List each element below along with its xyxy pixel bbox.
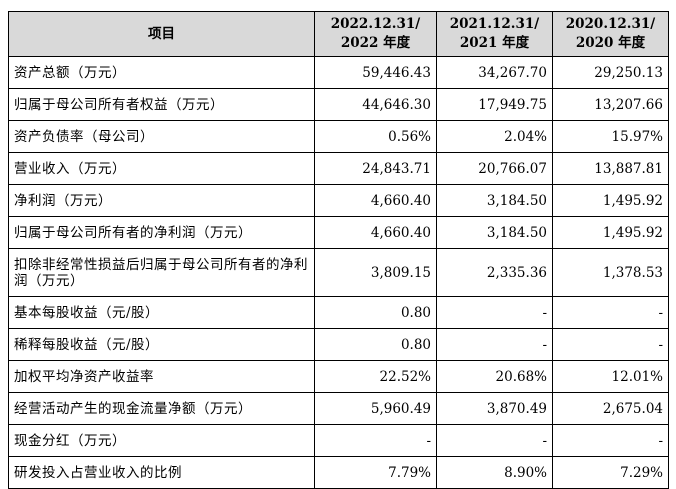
cell-2020: - [552,328,669,361]
cell-2021: 3,870.49 [436,392,553,425]
table-row: 稀释每股收益（元/股） 0.80 - - [8,328,669,361]
cell-2020: 29,250.13 [552,56,669,89]
table-body: 资产总额（万元） 59,446.43 34,267.70 29,250.13 归… [8,56,669,489]
table-row: 资产总额（万元） 59,446.43 34,267.70 29,250.13 [8,56,669,89]
row-label: 加权平均净资产收益率 [8,360,315,393]
header-col-2020: 2020.12.31/ 2020 年度 [552,11,669,57]
row-label: 资产总额（万元） [8,56,315,89]
financial-data-table: 项目 2022.12.31/ 2022 年度 2021.12.31/ 2021 … [8,11,669,489]
cell-2020: 1,495.92 [552,216,669,249]
cell-2021: 20,766.07 [436,152,553,185]
header-col-2020-line2: 2020 年度 [575,35,646,51]
table-header: 项目 2022.12.31/ 2022 年度 2021.12.31/ 2021 … [8,11,669,57]
table-row: 归属于母公司所有者权益（万元） 44,646.30 17,949.75 13,2… [8,88,669,121]
table-row: 净利润（万元） 4,660.40 3,184.50 1,495.92 [8,184,669,217]
cell-2020: 13,207.66 [552,88,669,121]
cell-2022: 59,446.43 [314,56,437,89]
row-label: 资产负债率（母公司） [8,120,315,153]
cell-2022: 3,809.15 [314,248,437,297]
cell-2020: 2,675.04 [552,392,669,425]
cell-2021: - [436,424,553,457]
cell-2020: - [552,424,669,457]
header-col-2020-line1: 2020.12.31/ [565,16,656,32]
row-label: 经营活动产生的现金流量净额（万元） [8,392,315,425]
row-label: 归属于母公司所有者权益（万元） [8,88,315,121]
header-row: 项目 2022.12.31/ 2022 年度 2021.12.31/ 2021 … [8,11,669,57]
cell-2020: - [552,296,669,329]
cell-2020: 15.97% [552,120,669,153]
table-row: 归属于母公司所有者的净利润（万元） 4,660.40 3,184.50 1,49… [8,216,669,249]
cell-2021: - [436,296,553,329]
header-col-2021: 2021.12.31/ 2021 年度 [436,11,553,57]
row-label: 基本每股收益（元/股） [8,296,315,329]
cell-2022: 24,843.71 [314,152,437,185]
header-item: 项目 [8,11,315,57]
cell-2021: - [436,328,553,361]
header-col-2021-line2: 2021 年度 [459,35,530,51]
cell-2022: 4,660.40 [314,216,437,249]
cell-2022: 5,960.49 [314,392,437,425]
row-label: 归属于母公司所有者的净利润（万元） [8,216,315,249]
cell-2020: 1,495.92 [552,184,669,217]
row-label: 现金分红（万元） [8,424,315,457]
cell-2022: - [314,424,437,457]
cell-2022: 4,660.40 [314,184,437,217]
table-row: 现金分红（万元） - - - [8,424,669,457]
cell-2022: 0.80 [314,328,437,361]
cell-2021: 3,184.50 [436,216,553,249]
cell-2022: 0.80 [314,296,437,329]
header-col-2022-line1: 2022.12.31/ [330,16,421,32]
table-row: 经营活动产生的现金流量净额（万元） 5,960.49 3,870.49 2,67… [8,392,669,425]
header-col-2022-line2: 2022 年度 [340,35,411,51]
table-row: 扣除非经常性损益后归属于母公司所有者的净利润（万元） 3,809.15 2,33… [8,248,669,297]
cell-2021: 2,335.36 [436,248,553,297]
cell-2021: 17,949.75 [436,88,553,121]
cell-2022: 0.56% [314,120,437,153]
cell-2021: 2.04% [436,120,553,153]
table-row: 资产负债率（母公司） 0.56% 2.04% 15.97% [8,120,669,153]
row-label: 营业收入（万元） [8,152,315,185]
row-label: 净利润（万元） [8,184,315,217]
header-col-2022: 2022.12.31/ 2022 年度 [314,11,437,57]
cell-2020: 1,378.53 [552,248,669,297]
table-row: 加权平均净资产收益率 22.52% 20.68% 12.01% [8,360,669,393]
cell-2021: 34,267.70 [436,56,553,89]
row-label: 稀释每股收益（元/股） [8,328,315,361]
cell-2020: 13,887.81 [552,152,669,185]
table-row: 基本每股收益（元/股） 0.80 - - [8,296,669,329]
cell-2022: 22.52% [314,360,437,393]
cell-2022: 44,646.30 [314,88,437,121]
row-label: 扣除非经常性损益后归属于母公司所有者的净利润（万元） [8,248,315,297]
table-row: 营业收入（万元） 24,843.71 20,766.07 13,887.81 [8,152,669,185]
cell-2021: 20.68% [436,360,553,393]
cell-2021: 3,184.50 [436,184,553,217]
cell-2020: 12.01% [552,360,669,393]
header-col-2021-line1: 2021.12.31/ [449,16,540,32]
